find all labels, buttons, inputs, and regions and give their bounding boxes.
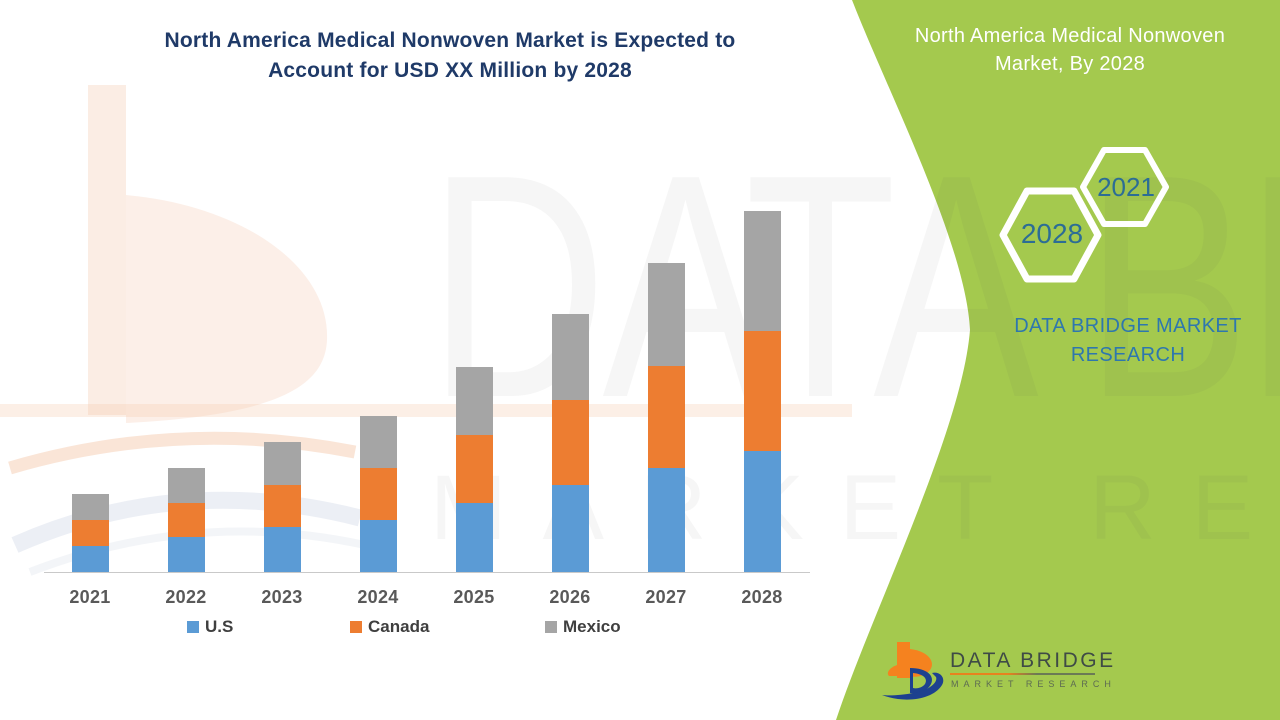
- bar-segment-mexico-2024: [359, 416, 397, 468]
- bar-segment-us-2021: [71, 546, 109, 572]
- bar-segment-mexico-2025: [455, 367, 493, 435]
- databridge-logo-icon: [882, 642, 944, 700]
- bar-segment-mexico-2027: [647, 263, 685, 366]
- bar-segment-us-2022: [167, 537, 205, 572]
- bar-segment-mexico-2022: [167, 468, 205, 503]
- bar-segment-mexico-2023: [263, 442, 301, 485]
- bar-segment-canada-2024: [359, 468, 397, 520]
- bar-segment-us-2023: [263, 527, 301, 572]
- x-axis-line: [44, 572, 810, 573]
- x-axis-label-2023: 2023: [261, 587, 303, 607]
- legend-swatch: [187, 621, 199, 633]
- brand-caption: DATA BRIDGE MARKET RESEARCH: [1014, 315, 1242, 366]
- bar-segment-canada-2021: [71, 520, 109, 546]
- x-axis-label-2022: 2022: [165, 587, 207, 607]
- x-axis-label-2028: 2028: [741, 587, 783, 607]
- bar-segment-us-2028: [743, 451, 781, 572]
- bar-segment-canada-2026: [551, 400, 589, 485]
- hexagon-2021: [1080, 147, 1169, 227]
- hexagon-2028: [999, 187, 1102, 283]
- legend-item-us: U.S: [187, 617, 234, 636]
- legend-label: U.S: [205, 617, 234, 636]
- green-panel-shape: [836, 0, 1280, 720]
- bar-segment-canada-2022: [167, 503, 205, 537]
- bar-segment-mexico-2028: [743, 211, 781, 331]
- hexagon-2021-label: 2021: [1097, 172, 1155, 202]
- x-axis-label-2024: 2024: [357, 587, 399, 607]
- legend-label: Canada: [368, 617, 430, 636]
- bar-segment-canada-2025: [455, 435, 493, 503]
- bar-segment-us-2027: [647, 468, 685, 572]
- logo-d-bowl: [910, 668, 933, 694]
- bar-segment-mexico-2026: [551, 314, 589, 400]
- logo-b-foot: [887, 665, 897, 676]
- bar-segment-mexico-2021: [71, 494, 109, 520]
- peach-band-decoration: [0, 404, 852, 417]
- x-axis-label-2025: 2025: [453, 587, 495, 607]
- bar-segment-us-2024: [359, 520, 397, 572]
- bar-segment-canada-2027: [647, 366, 685, 468]
- logo-underline: [950, 673, 1095, 675]
- legend-swatch: [545, 621, 557, 633]
- bar-segment-canada-2023: [263, 485, 301, 527]
- bar-segment-canada-2028: [743, 331, 781, 451]
- legend-item-canada: Canada: [350, 617, 430, 636]
- bar-segment-us-2025: [455, 503, 493, 572]
- page-title: North America Medical Nonwoven Market is…: [164, 29, 736, 82]
- logo-wordmark: DATA BRIDGE: [950, 649, 1116, 672]
- bar-segment-us-2026: [551, 485, 589, 572]
- logo-swoosh: [882, 672, 944, 700]
- logo-b-stem: [897, 642, 910, 678]
- logo-subtitle: MARKET RESEARCH: [951, 679, 1116, 689]
- panel-title: North America Medical Nonwoven Market, B…: [914, 25, 1226, 75]
- x-axis-label-2021: 2021: [69, 587, 111, 607]
- legend-label: Mexico: [563, 617, 621, 636]
- x-axis-label-2027: 2027: [645, 587, 687, 607]
- x-axis-label-2026: 2026: [549, 587, 591, 607]
- legend-swatch: [350, 621, 362, 633]
- legend-item-mexico: Mexico: [545, 617, 621, 636]
- hexagon-2028-label: 2028: [1021, 218, 1083, 249]
